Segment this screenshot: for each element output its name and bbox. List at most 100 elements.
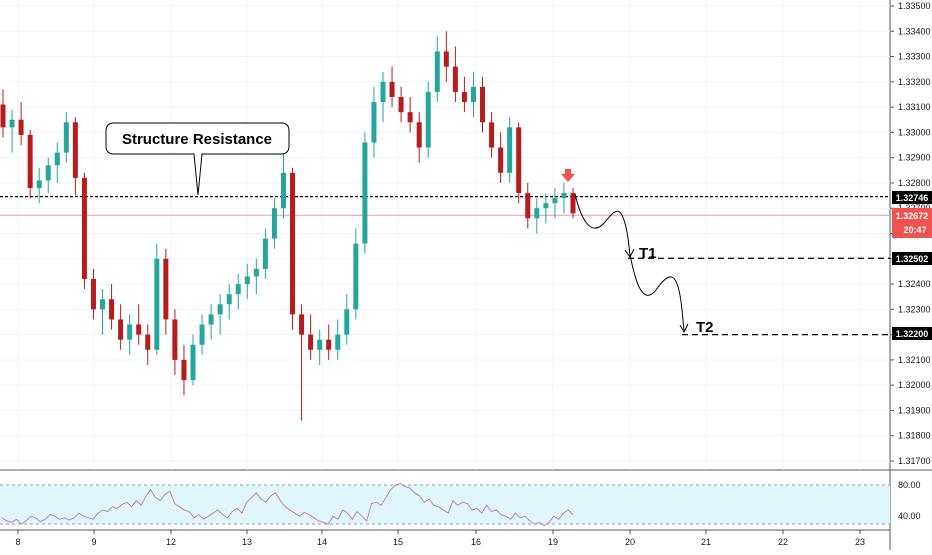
price-tick-label: 1.32000 xyxy=(898,380,931,390)
candle-body xyxy=(90,279,96,310)
time-tick-label: 19 xyxy=(548,537,558,547)
current-price-tag: 1.32672 20:47 xyxy=(892,208,932,238)
candle-body xyxy=(507,127,513,173)
time-tick-label: 20 xyxy=(625,537,635,547)
t1-arrowhead xyxy=(624,248,635,258)
candle-body xyxy=(489,122,495,148)
t1-label: T1 xyxy=(639,245,657,262)
price-tick-label: 1.31700 xyxy=(898,456,931,466)
time-tick-label: 15 xyxy=(393,537,403,547)
rsi-tick-label: 40.00 xyxy=(898,511,921,521)
resistance-tag-text: 1.32746 xyxy=(896,193,929,203)
candle-body xyxy=(100,299,106,310)
candle-body xyxy=(344,309,350,335)
price-tick-label: 1.33000 xyxy=(898,127,931,137)
candle-body xyxy=(371,102,377,143)
price-tick-label: 1.33400 xyxy=(898,26,931,36)
time-tick-label: 12 xyxy=(166,537,176,547)
callout-text: Structure Resistance xyxy=(122,131,272,148)
candle-body xyxy=(54,152,60,166)
price-tick-label: 1.33300 xyxy=(898,52,931,62)
price-axis-pane xyxy=(890,0,932,550)
candle-body xyxy=(226,294,232,305)
candle-body xyxy=(326,339,332,350)
candle-body xyxy=(81,177,87,279)
candles xyxy=(0,31,576,421)
candle-body xyxy=(280,172,286,209)
candle-body xyxy=(145,334,151,350)
candle-body xyxy=(136,324,142,335)
structure-resistance-callout: Structure Resistance xyxy=(105,122,290,196)
candle-body xyxy=(235,284,241,295)
candle-body xyxy=(362,142,368,244)
candle-body xyxy=(534,208,540,219)
candle-body xyxy=(18,119,24,135)
t2-price-tag: 1.32200 xyxy=(892,327,932,340)
candle-body xyxy=(244,276,250,285)
horizontal-lines xyxy=(0,195,890,336)
candle-body xyxy=(181,359,187,381)
candle-body xyxy=(561,193,567,199)
price-tick-label: 1.32300 xyxy=(898,304,931,314)
candle-body xyxy=(72,122,78,178)
candle-body xyxy=(425,91,431,148)
candle-body xyxy=(308,334,314,350)
candle-body xyxy=(389,81,395,97)
candle-body xyxy=(470,86,476,103)
candle-body xyxy=(163,258,169,320)
candle-body xyxy=(416,122,422,148)
candle-body xyxy=(172,319,178,360)
price-tick-label: 1.32100 xyxy=(898,355,931,365)
candle-body xyxy=(461,91,467,103)
t2-tag-text: 1.32200 xyxy=(896,329,929,339)
price-tick-label: 1.32900 xyxy=(898,153,931,163)
time-tick-label: 9 xyxy=(91,537,96,547)
candle-body xyxy=(353,243,359,310)
candle-body xyxy=(109,299,115,320)
candle-body xyxy=(290,172,296,315)
candle-body xyxy=(398,97,404,113)
candle-body xyxy=(434,51,440,92)
candle-body xyxy=(498,147,504,173)
time-tick-label: 16 xyxy=(471,537,481,547)
price-tick-label: 1.33100 xyxy=(898,102,931,112)
candle-body xyxy=(525,193,531,219)
candle-body xyxy=(0,104,6,128)
candle-body xyxy=(543,203,549,209)
price-tick-label: 1.33500 xyxy=(898,1,931,11)
rsi-tick-label: 80.00 xyxy=(898,480,921,490)
price-tick-label: 1.32800 xyxy=(898,178,931,188)
time-tick-label: 21 xyxy=(701,537,711,547)
candle-body xyxy=(154,258,160,350)
price-tick-label: 1.33200 xyxy=(898,77,931,87)
candle-body xyxy=(271,208,277,239)
candle-body xyxy=(45,165,51,181)
candle-body xyxy=(335,334,341,350)
candle-body xyxy=(317,339,323,350)
price-tick-label: 1.32400 xyxy=(898,279,931,289)
rsi-line xyxy=(1,482,574,527)
candle-body xyxy=(127,324,133,340)
candle-body xyxy=(570,193,576,214)
time-axis-ticks: 8 9 12 13 14 15 16 19 20 21 22 23 xyxy=(15,530,865,547)
countdown-text: 20:47 xyxy=(903,225,926,235)
candle-body xyxy=(262,238,268,269)
rsi-pane: 80.00 40.00 xyxy=(0,480,921,527)
candle-body xyxy=(516,127,522,194)
candle-body xyxy=(27,134,33,188)
candle-body xyxy=(190,344,196,381)
time-tick-label: 8 xyxy=(15,537,20,547)
t2-label: T2 xyxy=(696,319,714,336)
forecast-path xyxy=(574,193,689,334)
t1-tag-text: 1.32502 xyxy=(896,254,929,264)
time-tick-label: 22 xyxy=(778,537,788,547)
price-tick-label: 1.31900 xyxy=(898,405,931,415)
candle-body xyxy=(443,51,449,67)
current-price-text: 1.32672 xyxy=(896,211,929,221)
t2-tag-bg xyxy=(892,327,932,340)
rsi-band xyxy=(0,485,890,524)
t1-price-tag: 1.32502 xyxy=(892,252,932,265)
candle-body xyxy=(118,319,124,340)
candle-body xyxy=(199,324,205,345)
resistance-price-tag: 1.32746 xyxy=(892,191,932,204)
